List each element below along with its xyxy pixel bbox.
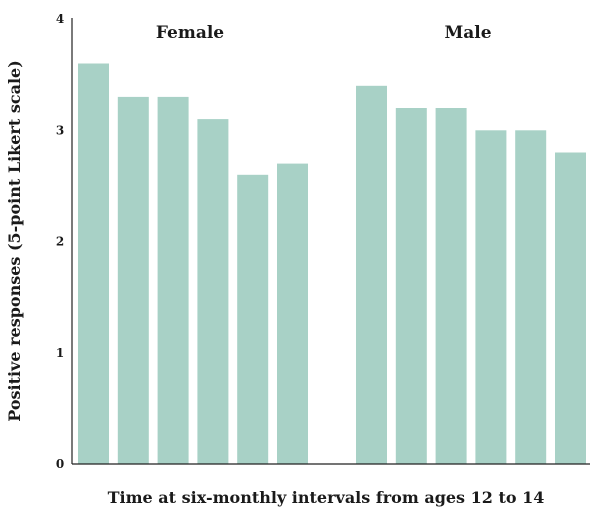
y-ticks: 0 1 2 3 4	[56, 12, 64, 471]
bar-male-1	[356, 85, 387, 465]
bar-female-5	[237, 174, 269, 465]
bar-male-3	[435, 108, 467, 464]
bar-female-3	[157, 96, 189, 465]
bar-female-4	[197, 119, 229, 464]
y-axis-title: Positive responses (5-point Likert scale…	[5, 60, 24, 422]
y-tick-label-3: 3	[56, 123, 64, 137]
group-label-female: Female	[156, 23, 224, 43]
bar-male-4	[475, 130, 507, 465]
bar-female-2	[117, 96, 149, 465]
group-labels: Female Male	[156, 23, 492, 43]
bars-layer	[78, 63, 586, 465]
bar-male-2	[395, 108, 427, 464]
bar-female-1	[78, 63, 109, 464]
y-tick-label-4: 4	[56, 12, 64, 26]
bar-male-6	[555, 152, 586, 464]
bar-female-6	[277, 163, 308, 464]
y-tick-label-1: 1	[56, 346, 64, 360]
bar-male-5	[515, 130, 547, 465]
y-tick-label-2: 2	[56, 235, 64, 249]
x-axis-title: Time at six-monthly intervals from ages …	[108, 488, 545, 507]
group-label-male: Male	[444, 23, 491, 43]
y-tick-label-0: 0	[56, 457, 64, 471]
